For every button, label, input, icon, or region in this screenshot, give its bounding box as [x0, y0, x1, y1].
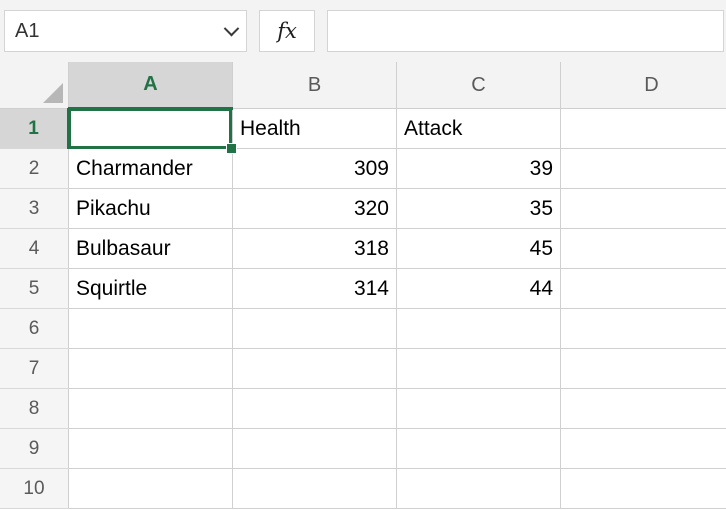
cell-D9[interactable] — [560, 428, 726, 469]
row-header-4[interactable]: 4 — [0, 228, 69, 269]
sheet-row: 2 Charmander 309 39 — [0, 148, 726, 189]
cell-A4[interactable]: Bulbasaur — [68, 228, 233, 269]
cell-B10[interactable] — [232, 468, 397, 509]
cell-C3[interactable]: 35 — [396, 188, 561, 229]
cell-C10[interactable] — [396, 468, 561, 509]
cell-C5[interactable]: 44 — [396, 268, 561, 309]
cell-C1[interactable]: Attack — [396, 108, 561, 149]
row-header-8[interactable]: 8 — [0, 388, 69, 429]
sheet-row: 5 Squirtle 314 44 — [0, 268, 726, 309]
sheet-row: 1 Health Attack — [0, 108, 726, 149]
cell-B5[interactable]: 314 — [232, 268, 397, 309]
cell-A1[interactable] — [68, 108, 233, 149]
cell-C6[interactable] — [396, 308, 561, 349]
sheet-row: 7 — [0, 348, 726, 389]
select-all-corner[interactable] — [0, 62, 69, 109]
formula-bar: A1 fx — [0, 0, 726, 62]
formula-input[interactable] — [327, 10, 724, 52]
cell-C7[interactable] — [396, 348, 561, 389]
cell-D10[interactable] — [560, 468, 726, 509]
insert-function-button[interactable]: fx — [259, 10, 315, 52]
sheet-body: 1 Health Attack 2 Charmander 309 39 3 Pikachu 320… — [0, 108, 726, 509]
row-header-9[interactable]: 9 — [0, 428, 69, 469]
cell-D1[interactable] — [560, 108, 726, 149]
cell-D7[interactable] — [560, 348, 726, 389]
cell-B3[interactable]: 320 — [232, 188, 397, 229]
cell-C8[interactable] — [396, 388, 561, 429]
cell-B8[interactable] — [232, 388, 397, 429]
sheet-row: 10 — [0, 468, 726, 509]
cell-A8[interactable] — [68, 388, 233, 429]
cell-A5[interactable]: Squirtle — [68, 268, 233, 309]
column-header-b[interactable]: B — [232, 62, 397, 109]
row-header-1[interactable]: 1 — [0, 108, 70, 149]
cell-B1[interactable]: Health — [232, 108, 397, 149]
row-header-7[interactable]: 7 — [0, 348, 69, 389]
fill-handle[interactable] — [226, 143, 237, 154]
cell-B6[interactable] — [232, 308, 397, 349]
name-box[interactable]: A1 — [4, 10, 247, 52]
cell-A9[interactable] — [68, 428, 233, 469]
select-all-triangle-icon — [43, 83, 63, 103]
sheet-row: 9 — [0, 428, 726, 469]
cell-A10[interactable] — [68, 468, 233, 509]
sheet-row: 3 Pikachu 320 35 — [0, 188, 726, 229]
name-box-value: A1 — [15, 21, 40, 41]
sheet-row: 6 — [0, 308, 726, 349]
row-header-5[interactable]: 5 — [0, 268, 69, 309]
chevron-down-icon[interactable] — [216, 11, 246, 51]
cell-A2[interactable]: Charmander — [68, 148, 233, 189]
column-header-c[interactable]: C — [396, 62, 561, 109]
row-header-6[interactable]: 6 — [0, 308, 69, 349]
cell-B2[interactable]: 309 — [232, 148, 397, 189]
cell-D3[interactable] — [560, 188, 726, 229]
row-header-3[interactable]: 3 — [0, 188, 69, 229]
cell-B4[interactable]: 318 — [232, 228, 397, 269]
row-header-2[interactable]: 2 — [0, 148, 69, 189]
cell-B7[interactable] — [232, 348, 397, 389]
cell-D8[interactable] — [560, 388, 726, 429]
cell-C2[interactable]: 39 — [396, 148, 561, 189]
cell-A6[interactable] — [68, 308, 233, 349]
column-header-d[interactable]: D — [560, 62, 726, 109]
cell-D2[interactable] — [560, 148, 726, 189]
row-header-10[interactable]: 10 — [0, 468, 69, 509]
cell-B9[interactable] — [232, 428, 397, 469]
cell-A3[interactable]: Pikachu — [68, 188, 233, 229]
sheet-row: 4 Bulbasaur 318 45 — [0, 228, 726, 269]
cell-D6[interactable] — [560, 308, 726, 349]
cell-C4[interactable]: 45 — [396, 228, 561, 269]
function-icon: fx — [277, 18, 297, 43]
cell-C9[interactable] — [396, 428, 561, 469]
column-header-a[interactable]: A — [68, 62, 233, 110]
sheet-row: 8 — [0, 388, 726, 429]
cell-D4[interactable] — [560, 228, 726, 269]
cell-A7[interactable] — [68, 348, 233, 389]
cell-D5[interactable] — [560, 268, 726, 309]
